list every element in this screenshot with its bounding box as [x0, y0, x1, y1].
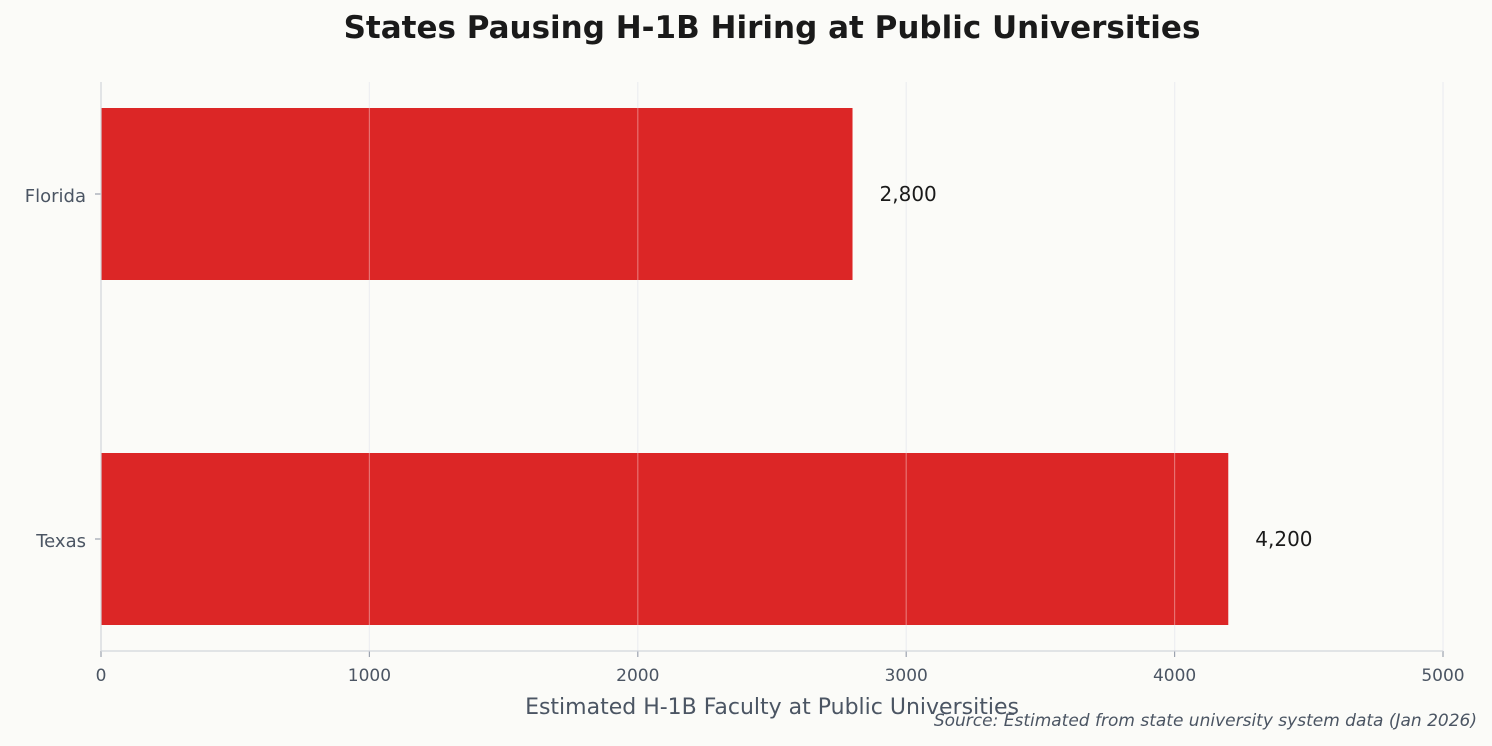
- source-note: Source: Estimated from state university …: [933, 711, 1477, 731]
- x-tick-label: 5000: [1421, 666, 1464, 686]
- category-label: Texas: [35, 531, 86, 552]
- x-tick-label: 2000: [616, 666, 659, 686]
- x-axis-title: Estimated H-1B Faculty at Public Univers…: [525, 695, 1019, 720]
- labels: Florida 2,800 Texas 4,200: [25, 182, 1313, 552]
- x-tick-label: 4000: [1153, 666, 1196, 686]
- axes: 0 1000 2000 3000 4000 5000: [95, 82, 1465, 686]
- bar-texas: [101, 453, 1229, 625]
- x-tick-label: 0: [96, 666, 107, 686]
- bars: [101, 108, 1229, 625]
- chart-title: States Pausing H-1B Hiring at Public Uni…: [343, 10, 1201, 46]
- grid-overlay: [368, 82, 1444, 651]
- x-tick-label: 3000: [885, 666, 928, 686]
- value-label: 2,800: [880, 182, 937, 206]
- x-tick-label: 1000: [348, 666, 391, 686]
- value-label: 4,200: [1255, 527, 1312, 551]
- bar-florida: [101, 108, 853, 280]
- category-label: Florida: [25, 186, 86, 207]
